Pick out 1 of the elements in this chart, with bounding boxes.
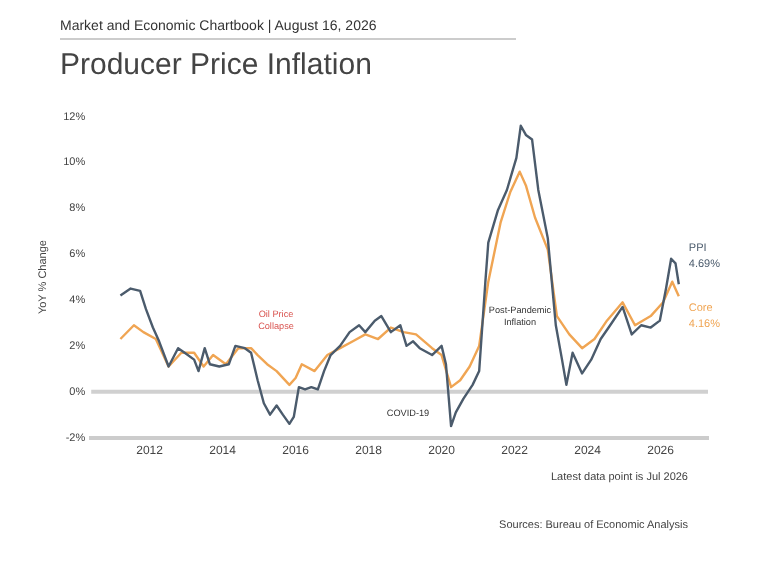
chart-title: Producer Price Inflation [60, 48, 372, 82]
